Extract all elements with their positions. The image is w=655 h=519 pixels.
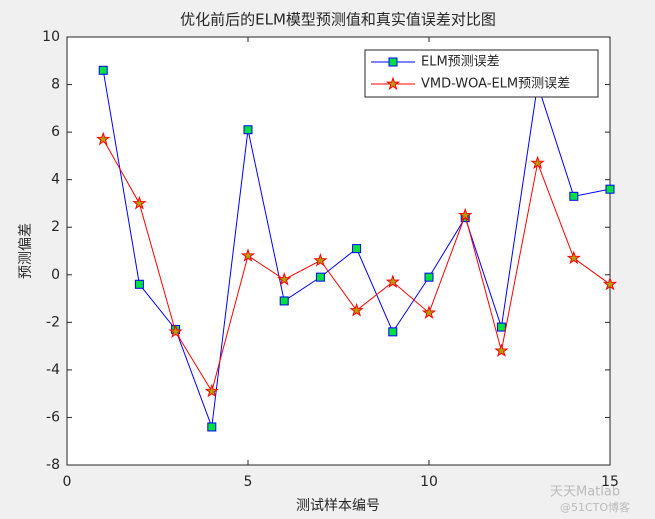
marker xyxy=(421,305,437,319)
y-tick-label: 10 xyxy=(42,29,60,45)
y-tick-label: -6 xyxy=(46,409,60,425)
marker xyxy=(424,272,434,282)
marker xyxy=(134,279,144,289)
marker xyxy=(605,184,615,194)
legend-box xyxy=(364,49,599,98)
marker xyxy=(385,274,400,289)
marker xyxy=(207,422,217,432)
marker xyxy=(98,65,108,75)
chart-title: 优化前后的ELM模型预测值和真实值误差对比图 xyxy=(180,11,496,29)
legend-label: VMD-WOA-ELM预测误差 xyxy=(421,77,570,92)
marker xyxy=(204,383,219,398)
legend-label: ELM预测误差 xyxy=(421,55,500,70)
marker xyxy=(566,250,581,265)
x-tick-label: 15 xyxy=(601,474,619,490)
y-axis-label: 预测偏差 xyxy=(18,223,34,279)
marker xyxy=(132,195,147,210)
x-tick-label: 10 xyxy=(420,474,438,490)
marker xyxy=(168,324,183,338)
marker xyxy=(530,155,545,170)
watermark: @51CTO博客 xyxy=(560,500,630,514)
marker xyxy=(602,276,618,291)
marker xyxy=(279,296,289,306)
marker xyxy=(315,272,325,282)
y-tick-label: 0 xyxy=(51,267,60,283)
legend-marker xyxy=(388,57,398,67)
y-tick-label: 4 xyxy=(51,172,60,188)
watermark: 天天Matlab xyxy=(550,485,620,500)
marker xyxy=(569,191,579,201)
y-tick-label: -8 xyxy=(46,457,60,473)
y-tick-label: 2 xyxy=(51,219,60,235)
marker xyxy=(494,343,509,357)
x-tick-label: 5 xyxy=(244,474,253,490)
x-axis-label: 测试样本编号 xyxy=(296,498,380,514)
y-tick-label: 6 xyxy=(51,124,60,140)
marker xyxy=(458,207,473,222)
marker xyxy=(349,302,364,317)
x-tick-label: 0 xyxy=(63,474,72,490)
y-tick-label: 8 xyxy=(51,77,60,93)
marker xyxy=(243,125,253,135)
marker xyxy=(277,271,292,286)
marker xyxy=(313,252,328,267)
marker xyxy=(496,322,506,332)
plot-area xyxy=(66,36,611,466)
legend-marker xyxy=(385,76,401,91)
marker xyxy=(352,244,362,254)
y-tick-label: -4 xyxy=(46,362,60,378)
marker xyxy=(96,131,111,146)
y-tick-label: -2 xyxy=(46,314,60,330)
marker xyxy=(388,327,398,337)
marker xyxy=(240,248,256,262)
